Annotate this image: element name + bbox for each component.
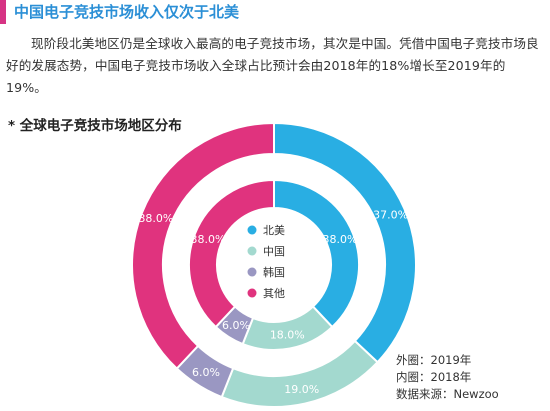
inner-slice-3 [188, 178, 275, 329]
legend-label-0: 北美 [263, 224, 285, 237]
inner-label-2: 6.0% [222, 319, 250, 332]
legend-label-3: 其他 [263, 287, 285, 300]
outer-ring-note: 外圈：2019年 [396, 353, 472, 367]
inner-slice-0 [273, 178, 360, 329]
page-heading: 中国电子竞技市场收入仅次于北美 [0, 0, 239, 24]
outer-label-3: 38.0% [138, 212, 173, 225]
legend-label-2: 韩国 [263, 265, 285, 279]
legend-marker-1 [247, 246, 257, 256]
inner-ring-note: 内圈：2018年 [396, 370, 472, 384]
outer-ring-2019 [130, 121, 417, 408]
inner-label-0: 38.0% [323, 233, 358, 246]
chart-notes: 外圈：2019年 内圈：2018年 数据来源：Newzoo [396, 352, 499, 403]
legend-marker-2 [247, 267, 257, 277]
outer-label-2: 6.0% [192, 366, 220, 379]
legend-marker-3 [247, 288, 257, 298]
outer-slice-1 [220, 339, 379, 408]
intro-paragraph: 现阶段北美地区仍是全球收入最高的电子竞技市场，其次是中国。凭借中国电子竞技市场良… [6, 36, 539, 95]
source-note: 数据来源：Newzoo [396, 387, 499, 401]
inner-ring-2018 [188, 178, 360, 351]
inner-label-1: 18.0% [270, 329, 305, 342]
outer-label-0: 37.0% [373, 209, 408, 222]
outer-slice-3 [130, 121, 275, 370]
outer-label-1: 19.0% [284, 383, 319, 396]
legend-marker-0 [247, 225, 257, 235]
legend-label-1: 中国 [263, 245, 285, 258]
slice-labels: 37.0% 19.0% 6.0% 38.0% 38.0% 18.0% 6.0% 38.0% [138, 209, 408, 396]
chart-subheading: * 全球电子竞技市场地区分布 [8, 118, 182, 134]
inner-label-3: 38.0% [191, 233, 226, 246]
